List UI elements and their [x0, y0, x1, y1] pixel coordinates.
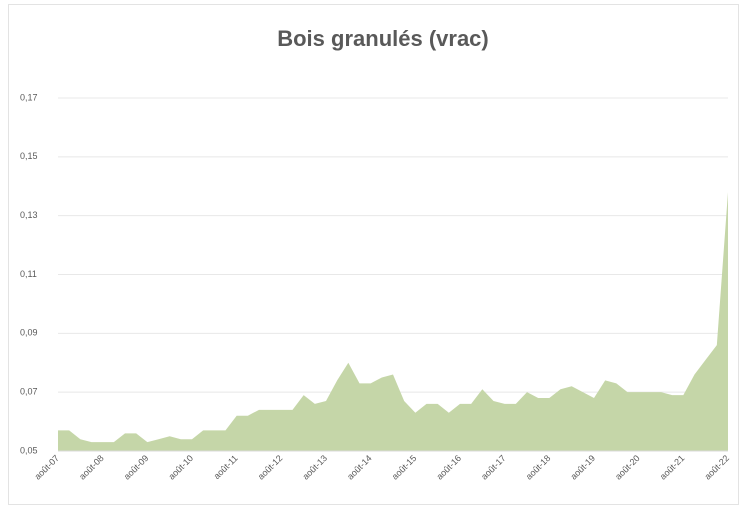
y-tick-label: 0,05 — [20, 445, 38, 455]
y-tick-label: 0,15 — [20, 151, 38, 161]
chart-title: Bois granulés (vrac) — [277, 26, 489, 51]
y-tick-label: 0,11 — [20, 269, 37, 279]
y-tick-label: 0,17 — [20, 92, 38, 102]
area — [58, 192, 728, 451]
y-tick-label: 0,07 — [20, 387, 38, 397]
y-tick-label: 0,09 — [20, 328, 38, 338]
y-tick-label: 0,13 — [20, 210, 38, 220]
